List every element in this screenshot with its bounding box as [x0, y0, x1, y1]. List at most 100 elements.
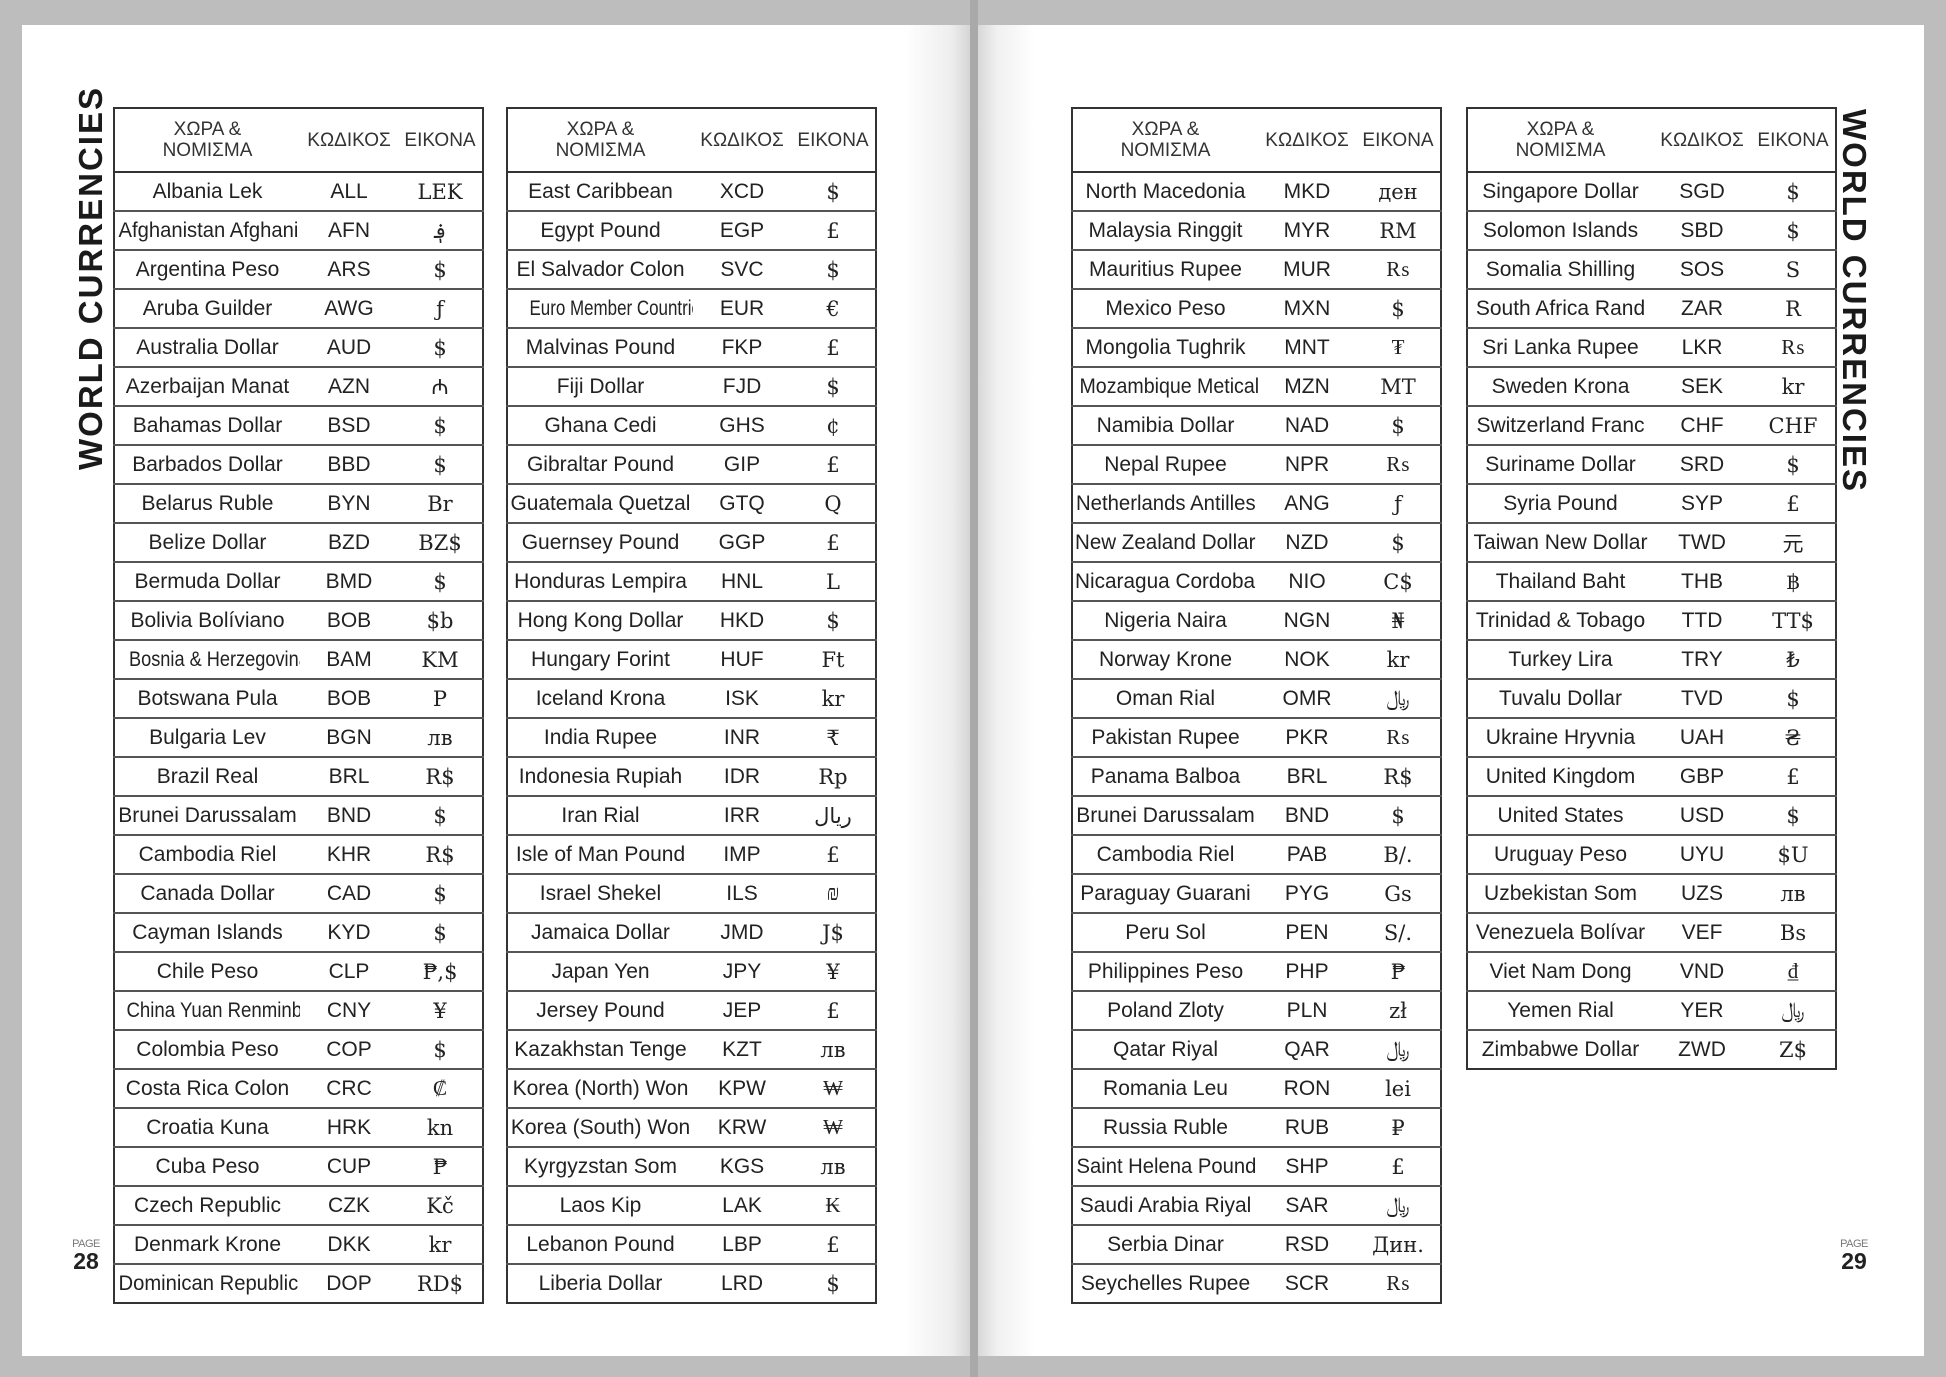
- currency-code: KZT: [693, 1030, 791, 1070]
- country-currency: South Africa Rand: [1475, 296, 1646, 320]
- page-number: 29: [1841, 1248, 1867, 1274]
- country-currency: Jersey Pound: [536, 998, 665, 1022]
- currency-symbol: ден: [1356, 172, 1441, 212]
- table-row: Solomon Islands SBD $: [1467, 211, 1836, 251]
- country-currency: Azerbaijan Manat: [125, 374, 290, 398]
- table-row: South Africa Rand ZAR R: [1467, 289, 1836, 329]
- table-row: China Yuan Renminbi CNY ¥: [114, 991, 483, 1031]
- country-currency-cell: Czech Republic: [114, 1186, 300, 1226]
- currency-code: PLN: [1258, 991, 1356, 1031]
- table-row: Somalia Shilling SOS S: [1467, 250, 1836, 290]
- table-row: Cambodia Riel PAB B/.: [1072, 835, 1441, 875]
- currency-code: NGN: [1258, 601, 1356, 641]
- table-row: Korea (South) Won KRW ₩: [507, 1108, 876, 1148]
- country-currency: Seychelles Rupee: [1080, 1271, 1251, 1295]
- country-currency: Cambodia Riel: [1096, 842, 1235, 866]
- table-row: Egypt Pound EGP £: [507, 211, 876, 251]
- country-currency: Laos Kip: [559, 1193, 642, 1217]
- currency-code: BND: [300, 796, 398, 836]
- country-currency-cell: Cambodia Riel: [114, 835, 300, 875]
- country-currency-cell: Laos Kip: [507, 1186, 693, 1226]
- country-currency: Honduras Lempira: [514, 569, 687, 593]
- country-currency: Viet Nam Dong: [1489, 959, 1632, 983]
- country-currency-cell: Belize Dollar: [114, 523, 300, 563]
- table-row: Mexico Peso MXN $: [1072, 289, 1441, 329]
- country-currency: Tuvalu Dollar: [1499, 686, 1622, 710]
- country-currency: Paraguay Guarani: [1080, 881, 1251, 905]
- table-row: Brunei Darussalam BND $: [1072, 796, 1441, 836]
- country-currency: Syria Pound: [1503, 491, 1618, 515]
- table-row: United Kingdom GBP £: [1467, 757, 1836, 797]
- country-currency: Zimbabwe Dollar: [1481, 1037, 1640, 1061]
- currency-symbol: lei: [1356, 1069, 1441, 1109]
- currency-table-3: ΧΩΡΑ & ΝΟΜΙΣΜΑ ΚΩΔΙΚΟΣ ΕΙΚΟΝΑ North Macedon…: [1071, 107, 1442, 1304]
- country-currency-cell: Egypt Pound: [507, 211, 693, 251]
- country-currency: Kyrgyzstan Som: [524, 1154, 677, 1178]
- table-row: Viet Nam Dong VND ₫: [1467, 952, 1836, 992]
- currency-code: DOP: [326, 1271, 372, 1295]
- currency-code: LKR: [1653, 328, 1751, 368]
- country-currency-cell: Bosnia & Herzegovina: [114, 640, 300, 680]
- table-row: Isle of Man Pound IMP £: [507, 835, 876, 875]
- country-currency-cell: Bermuda Dollar: [114, 562, 300, 602]
- country-currency: Guernsey Pound: [521, 530, 680, 554]
- header-country: ΧΩΡΑ & ΝΟΜΙΣΜΑ: [507, 108, 693, 173]
- table-row: Serbia Dinar RSD Дин.: [1072, 1225, 1441, 1265]
- currency-code: SYP: [1653, 484, 1751, 524]
- currency-code: XCD: [693, 172, 791, 212]
- currency-symbol: ₱,$: [398, 952, 483, 992]
- currency-symbol: $: [1751, 211, 1836, 251]
- currency-symbol: R: [1751, 289, 1836, 329]
- country-currency-cell: Turkey Lira: [1467, 640, 1653, 680]
- country-currency-cell: Venezuela Bolívar: [1467, 913, 1653, 953]
- currency-code: GIP: [693, 445, 791, 485]
- currency-symbol: £: [791, 211, 876, 251]
- country-currency: Brazil Real: [156, 764, 259, 788]
- currency-symbol: $: [398, 328, 483, 368]
- currency-symbol: ₡: [398, 1069, 483, 1109]
- currency-symbol: лв: [398, 718, 483, 758]
- currency-code: INR: [693, 718, 791, 758]
- currency-symbol: ₨: [1356, 250, 1441, 290]
- country-currency: Brunei Darussalam: [1076, 803, 1255, 827]
- currency-code: QAR: [1258, 1030, 1356, 1070]
- country-currency: Liberia Dollar: [538, 1271, 663, 1295]
- country-currency-cell: Iceland Krona: [507, 679, 693, 719]
- currency-symbol: Дин.: [1356, 1225, 1441, 1265]
- country-currency-cell: Saint Helena Pound: [1072, 1147, 1258, 1187]
- currency-symbol: £: [1751, 484, 1836, 524]
- country-currency-cell: Jersey Pound: [507, 991, 693, 1031]
- country-currency: Bahamas Dollar: [132, 413, 283, 437]
- currency-symbol: S/.: [1356, 913, 1441, 953]
- table-row: Seychelles Rupee SCR ₨: [1072, 1264, 1441, 1303]
- header-symbol: ΕΙΚΟΝΑ: [398, 108, 483, 173]
- country-currency-cell: Fiji Dollar: [507, 367, 693, 407]
- country-currency: Switzerland Franc: [1476, 413, 1645, 437]
- table-row: Guatemala Quetzal GTQ Q: [507, 484, 876, 524]
- country-currency: United Kingdom: [1485, 764, 1636, 788]
- country-currency: Australia Dollar: [136, 335, 279, 359]
- currency-symbol: $: [398, 445, 483, 485]
- country-currency-cell: Botswana Pula: [114, 679, 300, 719]
- currency-symbol: ₭: [791, 1186, 876, 1226]
- country-currency: Fiji Dollar: [556, 374, 645, 398]
- currency-symbol: Br: [398, 484, 483, 524]
- currency-code: RUB: [1258, 1108, 1356, 1148]
- table-row: Yemen Rial YER ﷼: [1467, 991, 1836, 1031]
- table-row: Netherlands Antilles ANG ƒ: [1072, 484, 1441, 524]
- country-currency-cell: Kazakhstan Tenge: [507, 1030, 693, 1070]
- currency-code: BND: [1258, 796, 1356, 836]
- currency-symbol: TT$: [1751, 601, 1836, 641]
- country-currency-cell: Seychelles Rupee: [1072, 1264, 1258, 1303]
- currency-code: GGP: [693, 523, 791, 563]
- currency-symbol: £: [1751, 757, 1836, 797]
- currency-code: ALL: [300, 172, 398, 212]
- table-row: Thailand Baht THB ฿: [1467, 562, 1836, 602]
- table-row: Nepal Rupee NPR ₨: [1072, 445, 1441, 485]
- country-currency: Korea (South) Won: [510, 1115, 691, 1139]
- country-currency: Israel Shekel: [539, 881, 662, 905]
- currency-code: PAB: [1258, 835, 1356, 875]
- country-currency: Dominican Republic: [118, 1271, 299, 1295]
- country-currency-cell: Oman Rial: [1072, 679, 1258, 719]
- currency-symbol: £: [791, 835, 876, 875]
